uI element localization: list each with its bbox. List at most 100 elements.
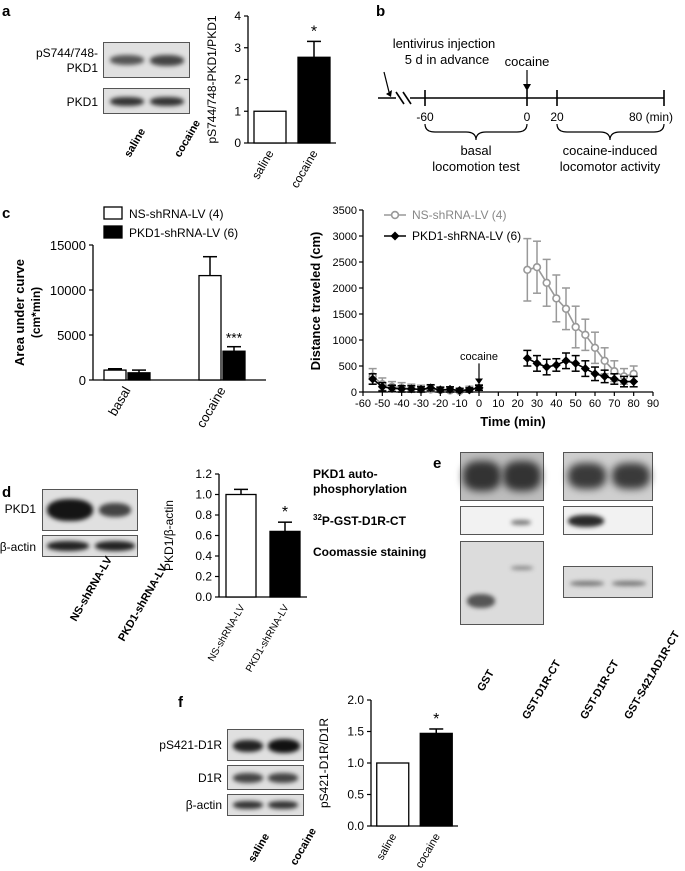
bar-cocaine	[297, 56, 331, 144]
chart-c-auc: 0 5000 10000 15000 basal *** cocaine Area under…	[12, 206, 266, 430]
y-tick-label: 0	[79, 373, 86, 388]
b-injection-line1: lentivirus injection	[393, 36, 496, 51]
blot-d-lane-ns: NS-shRNA-LV	[68, 554, 115, 623]
blot-f-lane-saline: saline	[246, 831, 272, 864]
series-point	[435, 385, 445, 395]
series-point	[581, 330, 590, 339]
e-row2-text: P-GST-D1R-CT	[322, 514, 407, 528]
legend-marker	[390, 231, 400, 241]
y-axis-label-line1: Area under curve	[12, 259, 27, 366]
series-point	[426, 383, 436, 393]
x-tick-label: -60	[355, 398, 371, 410]
significance-mark: *	[433, 711, 439, 728]
series-point	[552, 294, 561, 303]
panel-label-b: b	[376, 3, 385, 20]
e-lane-gst-d1r-ct-1: GST-D1R-CT	[520, 658, 564, 721]
y-tick-label: 3500	[333, 205, 357, 217]
y-tick-label: 2	[234, 73, 241, 87]
chart-d: 0.0 0.2 0.4 0.6 0.8 1.0 1.2 NS-shRNA-LV * PKD1-sh…	[162, 467, 307, 674]
blot-e-auto-left	[460, 452, 544, 501]
y-tick-label: 0.6	[195, 529, 212, 543]
y-tick-label: 4	[234, 9, 241, 23]
e-row2-sup: 32	[313, 513, 322, 522]
e-row3-label: Coomassie staining	[313, 545, 426, 559]
blot-e-32p-left	[460, 506, 544, 535]
series-point	[542, 362, 552, 372]
e-row1-line2: phosphorylation	[313, 482, 407, 496]
blot-e-coomassie-right	[563, 566, 653, 598]
b-phase1-line2: locomotion test	[432, 159, 520, 174]
blot-a-row-label-1a: pS744/748-	[36, 46, 98, 60]
chart-a: 0 1 2 3 4 saline * cocaine pS744/748-PKD1/PKD1	[205, 9, 336, 190]
x-category-label: NS-shRNA-LV	[206, 603, 248, 664]
blot-e-auto-right	[563, 452, 653, 501]
y-tick-label: 0.2	[195, 570, 212, 584]
blot-e-32p-right	[563, 506, 653, 535]
b-injection-line2: 5 d in advance	[405, 52, 490, 67]
legend-label: PKD1-shRNA-LV (6)	[129, 226, 238, 240]
series-point	[416, 384, 426, 394]
panel-label-c: c	[2, 205, 10, 222]
bar-cocaine-1	[222, 350, 246, 381]
bar-basal-0	[103, 369, 127, 381]
y-tick-label: 1.5	[347, 725, 364, 739]
series-point	[600, 356, 609, 365]
series-point	[542, 278, 551, 287]
y-tick-label: 15000	[50, 238, 86, 253]
y-tick-label: 0	[351, 387, 357, 399]
blot-a-phospho	[103, 42, 190, 78]
y-tick-label: 2500	[333, 257, 357, 269]
b-cocaine-label: cocaine	[505, 54, 550, 69]
y-axis-label-line2: (cm*min)	[29, 287, 43, 338]
series-point	[561, 304, 571, 313]
series-point	[629, 377, 639, 387]
blot-a-row-label-1b: PKD1	[67, 61, 99, 75]
panel-label-f: f	[178, 694, 184, 711]
series-point	[474, 383, 484, 393]
blot-f-row-label-1: pS421-D1R	[159, 738, 222, 752]
x-category-label: PKD1-shRNA-LV	[244, 603, 292, 675]
blot-d-row-label-2: β-actin	[0, 540, 36, 554]
blot-f-phospho	[227, 729, 304, 761]
y-tick-label: 500	[339, 361, 357, 373]
y-axis-label: pS421-D1R/D1R	[317, 718, 331, 808]
blot-a-lane-saline: saline	[122, 126, 148, 159]
x-tick-label: 60	[589, 398, 601, 410]
blot-f-d1r	[227, 765, 304, 790]
blot-f-actin	[227, 794, 304, 816]
b-tick-minus60: -60	[416, 110, 434, 124]
legend-label: PKD1-shRNA-LV (6)	[412, 229, 521, 243]
series-point	[522, 353, 532, 363]
series-point	[523, 265, 532, 274]
annotation-arrow-head	[475, 378, 483, 385]
blot-d-actin	[42, 535, 138, 557]
blot-a-row-label-2: PKD1	[67, 95, 99, 109]
blot-f-row-label-2: D1R	[198, 771, 222, 785]
b-tick-80: 80 (min)	[629, 110, 673, 124]
y-tick-label: 0.4	[195, 549, 212, 563]
panel-label-a: a	[2, 3, 11, 20]
series-point	[600, 371, 610, 381]
timeline-b: lentivirus injection 5 d in advance coca…	[378, 36, 673, 174]
series-point	[571, 322, 580, 332]
series-point	[387, 383, 397, 393]
y-tick-label: 1.0	[195, 488, 212, 502]
series-point	[377, 382, 387, 392]
x-tick-label: 90	[647, 398, 659, 410]
bar-saline	[253, 110, 287, 144]
series-point	[397, 384, 407, 394]
b-phase1-line1: basal	[460, 143, 491, 158]
series-point	[464, 385, 474, 395]
bar-basal-1	[127, 372, 151, 381]
series-point	[551, 360, 561, 370]
x-tick-label: 40	[550, 398, 562, 410]
x-category-label: basal	[105, 384, 134, 419]
x-tick-label: 80	[628, 398, 640, 410]
series-point	[445, 384, 455, 394]
blot-f-row-label-3: β-actin	[186, 798, 222, 812]
b-tick-0: 0	[524, 110, 531, 124]
y-tick-label: 0.5	[347, 788, 364, 802]
x-tick-label: -40	[394, 398, 410, 410]
